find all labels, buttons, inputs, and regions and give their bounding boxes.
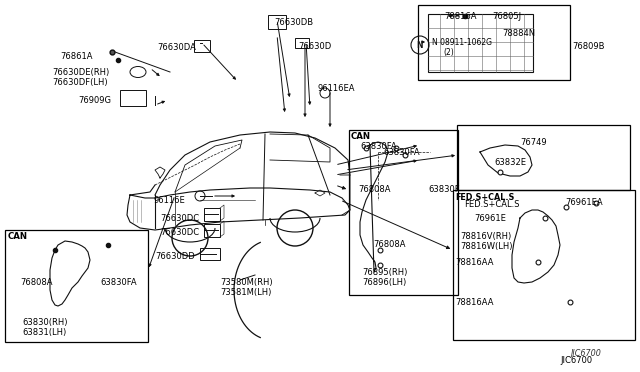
Text: CAN: CAN <box>351 132 371 141</box>
Text: 78884N: 78884N <box>502 29 535 38</box>
Text: 76630DC: 76630DC <box>160 228 199 237</box>
Text: 76861A: 76861A <box>60 52 93 61</box>
Bar <box>204 208 220 221</box>
Text: 76961EA: 76961EA <box>565 198 603 207</box>
Text: 76630DB: 76630DB <box>274 18 313 27</box>
Text: (2): (2) <box>443 48 454 57</box>
Bar <box>5 230 148 342</box>
Bar <box>428 14 533 72</box>
Text: 76895(RH): 76895(RH) <box>362 268 408 277</box>
Text: 96116EA: 96116EA <box>318 84 355 93</box>
Text: 78816AA: 78816AA <box>455 298 493 307</box>
Text: JIC6700: JIC6700 <box>560 356 592 365</box>
Bar <box>453 190 635 340</box>
Bar <box>418 5 570 80</box>
Text: 78816AA: 78816AA <box>455 258 493 267</box>
Text: FED.S+CAL.S: FED.S+CAL.S <box>464 200 520 209</box>
Bar <box>295 38 309 48</box>
Text: 76630D: 76630D <box>298 42 332 51</box>
Text: 76630DA: 76630DA <box>157 43 196 52</box>
Text: 76749: 76749 <box>520 138 547 147</box>
Text: FED.S+CAL.S: FED.S+CAL.S <box>455 193 515 202</box>
Text: 76809B: 76809B <box>572 42 605 51</box>
Text: 76808A: 76808A <box>20 278 52 287</box>
Text: 76961E: 76961E <box>474 214 506 223</box>
Bar <box>204 224 220 237</box>
Bar <box>194 40 210 52</box>
Bar <box>120 90 146 106</box>
Text: JIC6700: JIC6700 <box>570 349 601 358</box>
Text: N 08911-1062G: N 08911-1062G <box>432 38 492 47</box>
Text: 76630DC: 76630DC <box>160 214 199 223</box>
Text: 78816W(LH): 78816W(LH) <box>460 242 513 251</box>
Text: 76896(LH): 76896(LH) <box>362 278 406 287</box>
Bar <box>457 125 630 190</box>
Text: 73581M(LH): 73581M(LH) <box>220 288 271 297</box>
Text: 63830FA: 63830FA <box>383 148 420 157</box>
Text: 63830FA: 63830FA <box>360 142 397 151</box>
Text: 76808A: 76808A <box>358 185 390 194</box>
Bar <box>200 248 220 260</box>
Text: 76805J: 76805J <box>492 12 521 21</box>
Text: 63830FA: 63830FA <box>100 278 136 287</box>
Text: 76630DD: 76630DD <box>155 252 195 261</box>
Text: 76808A: 76808A <box>373 240 406 249</box>
Text: 96116E: 96116E <box>153 196 185 205</box>
Text: CAN: CAN <box>8 232 28 241</box>
Bar <box>268 15 286 29</box>
Text: 73580M(RH): 73580M(RH) <box>220 278 273 287</box>
Text: 78816A: 78816A <box>444 12 477 21</box>
Bar <box>349 130 458 295</box>
Text: N: N <box>417 41 423 49</box>
Text: 63830F: 63830F <box>428 185 460 194</box>
Text: 78816V(RH): 78816V(RH) <box>460 232 511 241</box>
Text: 63831(LH): 63831(LH) <box>22 328 67 337</box>
Text: 63830(RH): 63830(RH) <box>22 318 67 327</box>
Text: 76909G: 76909G <box>78 96 111 105</box>
Text: 76630DE(RH): 76630DE(RH) <box>52 68 109 77</box>
Text: 63832E: 63832E <box>494 158 526 167</box>
Text: 76630DF(LH): 76630DF(LH) <box>52 78 108 87</box>
